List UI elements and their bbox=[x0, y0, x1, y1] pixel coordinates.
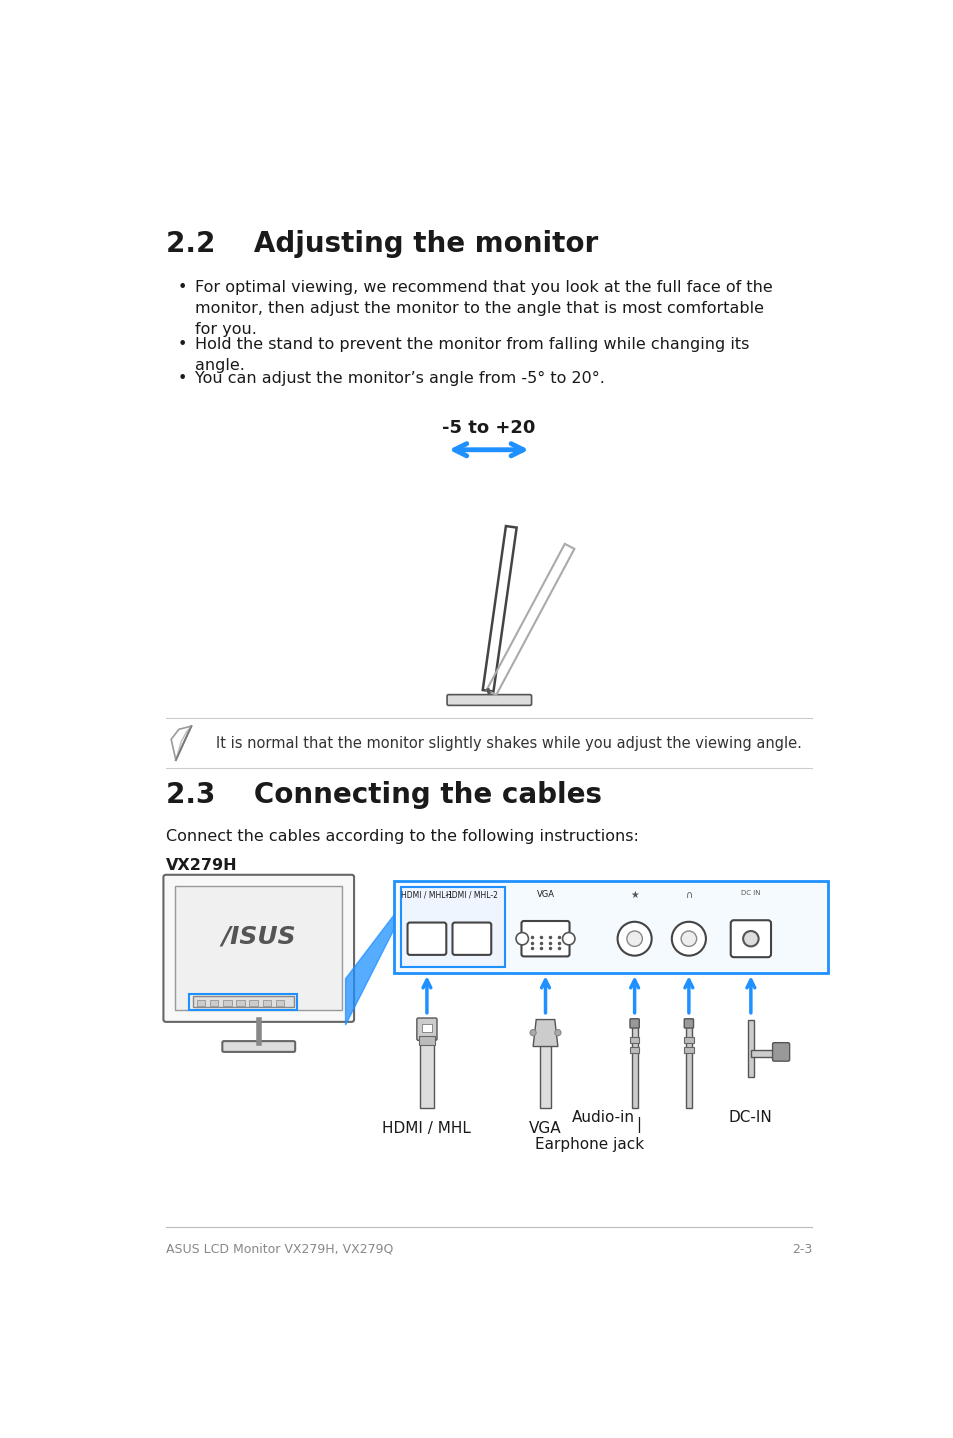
Polygon shape bbox=[345, 909, 397, 1025]
FancyBboxPatch shape bbox=[452, 923, 491, 955]
Text: •: • bbox=[177, 371, 187, 387]
Text: Connect the cables according to the following instructions:: Connect the cables according to the foll… bbox=[166, 828, 638, 844]
Bar bbox=[196, 999, 205, 1005]
Bar bbox=[394, 881, 827, 974]
Bar bbox=[418, 1035, 435, 1045]
Text: DC-IN: DC-IN bbox=[728, 1110, 772, 1126]
Text: HDMI / MHL: HDMI / MHL bbox=[382, 1122, 471, 1136]
Circle shape bbox=[516, 933, 528, 945]
Text: VGA: VGA bbox=[536, 890, 554, 899]
Text: 2.3    Connecting the cables: 2.3 Connecting the cables bbox=[166, 781, 601, 808]
Text: Audio-in: Audio-in bbox=[571, 1110, 634, 1126]
Text: It is normal that the monitor slightly shakes while you adjust the viewing angle: It is normal that the monitor slightly s… bbox=[216, 736, 801, 751]
FancyBboxPatch shape bbox=[629, 1018, 639, 1028]
Bar bbox=[629, 1047, 639, 1053]
Bar bbox=[685, 1020, 691, 1109]
Bar bbox=[683, 1047, 693, 1053]
Bar bbox=[249, 999, 257, 1005]
Text: ∩: ∩ bbox=[684, 890, 692, 900]
Bar bbox=[236, 999, 245, 1005]
Text: VX279H: VX279H bbox=[166, 858, 237, 873]
Bar bbox=[419, 1020, 434, 1109]
FancyBboxPatch shape bbox=[730, 920, 770, 958]
Text: 2-3: 2-3 bbox=[791, 1242, 811, 1255]
Text: ★: ★ bbox=[630, 890, 639, 900]
Circle shape bbox=[555, 1030, 560, 1035]
Circle shape bbox=[742, 930, 758, 946]
Text: For optimal viewing, we recommend that you look at the full face of the
monitor,: For optimal viewing, we recommend that y… bbox=[195, 280, 772, 338]
FancyBboxPatch shape bbox=[407, 923, 446, 955]
Bar bbox=[275, 999, 284, 1005]
Bar bbox=[747, 1020, 753, 1077]
Text: •: • bbox=[177, 280, 187, 295]
Bar bbox=[189, 994, 297, 1009]
Circle shape bbox=[562, 933, 575, 945]
Text: You can adjust the monitor’s angle from -5° to 20°.: You can adjust the monitor’s angle from … bbox=[195, 371, 604, 387]
FancyBboxPatch shape bbox=[222, 1041, 294, 1053]
FancyBboxPatch shape bbox=[416, 1018, 436, 1040]
Text: VGA: VGA bbox=[529, 1122, 561, 1136]
FancyBboxPatch shape bbox=[772, 1043, 789, 1061]
Text: Earphone jack: Earphone jack bbox=[535, 1136, 643, 1152]
Bar bbox=[193, 997, 294, 1007]
Circle shape bbox=[617, 922, 651, 956]
Text: /ISUS: /ISUS bbox=[221, 925, 295, 949]
Text: 2.2    Adjusting the monitor: 2.2 Adjusting the monitor bbox=[166, 230, 598, 259]
Bar bbox=[210, 999, 218, 1005]
FancyBboxPatch shape bbox=[447, 695, 531, 706]
Text: ASUS LCD Monitor VX279H, VX279Q: ASUS LCD Monitor VX279H, VX279Q bbox=[166, 1242, 393, 1255]
Text: •: • bbox=[177, 336, 187, 351]
Text: HDMI / MHL-2: HDMI / MHL-2 bbox=[445, 890, 497, 899]
Bar bbox=[539, 1020, 550, 1109]
Bar bbox=[750, 1050, 778, 1057]
FancyBboxPatch shape bbox=[163, 874, 354, 1022]
Text: HDMI / MHL-1: HDMI / MHL-1 bbox=[400, 890, 453, 899]
Bar bbox=[631, 1020, 637, 1109]
Text: Hold the stand to prevent the monitor from falling while changing its
angle.: Hold the stand to prevent the monitor fr… bbox=[195, 336, 749, 372]
Text: -5 to +20: -5 to +20 bbox=[442, 418, 535, 437]
Circle shape bbox=[680, 930, 696, 946]
Circle shape bbox=[671, 922, 705, 956]
Circle shape bbox=[626, 930, 641, 946]
Bar bbox=[422, 1024, 431, 1032]
Bar bbox=[683, 1037, 693, 1043]
FancyBboxPatch shape bbox=[683, 1018, 693, 1028]
Bar bbox=[400, 887, 505, 968]
FancyBboxPatch shape bbox=[174, 886, 342, 1011]
Bar bbox=[262, 999, 271, 1005]
Bar bbox=[629, 1037, 639, 1043]
Text: |: | bbox=[636, 1117, 640, 1133]
Bar bbox=[223, 999, 232, 1005]
Text: DC IN: DC IN bbox=[740, 890, 760, 896]
FancyBboxPatch shape bbox=[521, 920, 569, 956]
Polygon shape bbox=[533, 1020, 558, 1047]
Circle shape bbox=[530, 1030, 536, 1035]
